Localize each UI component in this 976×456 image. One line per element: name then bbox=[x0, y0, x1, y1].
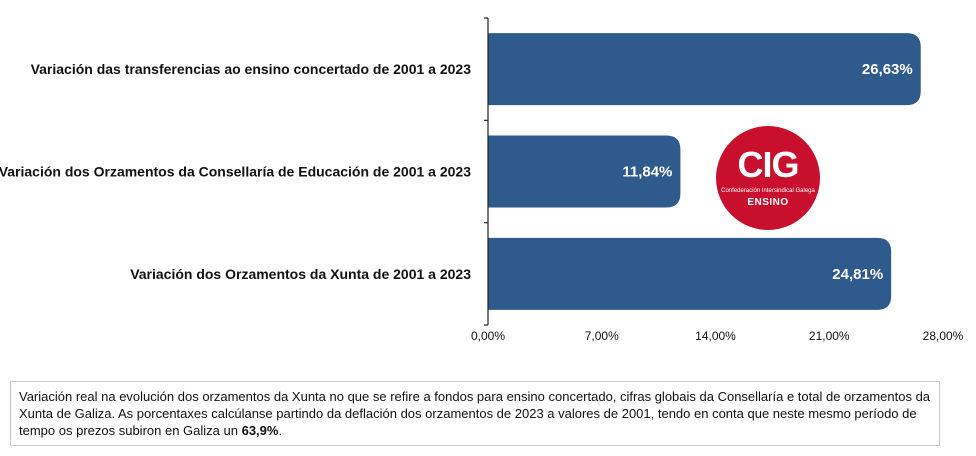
bar-value-label-1: 26,63% bbox=[862, 61, 913, 78]
logo-unit: ENSINO bbox=[747, 197, 789, 208]
x-tick-label-3: 14,00% bbox=[695, 329, 736, 343]
caption-highlight: 63,9% bbox=[241, 423, 279, 438]
category-label-1: Variación das transferencias ao ensino c… bbox=[31, 61, 472, 77]
category-label-3: Variación dos Orzamentos da Xunta de 200… bbox=[130, 266, 471, 282]
category-label-2: Variación dos Orzamentos da Consellaría … bbox=[0, 164, 471, 180]
bar-1 bbox=[488, 33, 921, 106]
bar-3 bbox=[488, 237, 892, 310]
bar-value-label-3: 24,81% bbox=[832, 266, 883, 283]
x-tick-label-2: 7,00% bbox=[585, 329, 619, 343]
caption-text: Variación real na evolución dos orzament… bbox=[19, 389, 931, 438]
x-tick-label-5: 28,00% bbox=[923, 329, 964, 343]
bar-chart: 26,63% Variación das transferencias ao en… bbox=[0, 17, 964, 343]
logo-subtitle: Confederación Intersindical Galega bbox=[721, 188, 815, 194]
bar-value-label-2: 11,84% bbox=[622, 164, 672, 181]
logo-mark: CIG bbox=[737, 144, 799, 185]
bar-2 bbox=[488, 135, 681, 208]
cig-ensino-logo: CIG Confederación Intersindical Galega E… bbox=[716, 126, 820, 230]
x-tick-label-1: 0,00% bbox=[471, 329, 505, 343]
caption-end: . bbox=[278, 423, 283, 438]
x-tick-label-4: 21,00% bbox=[809, 329, 850, 343]
chart-caption: Variación real na evolución dos orzament… bbox=[10, 381, 940, 446]
